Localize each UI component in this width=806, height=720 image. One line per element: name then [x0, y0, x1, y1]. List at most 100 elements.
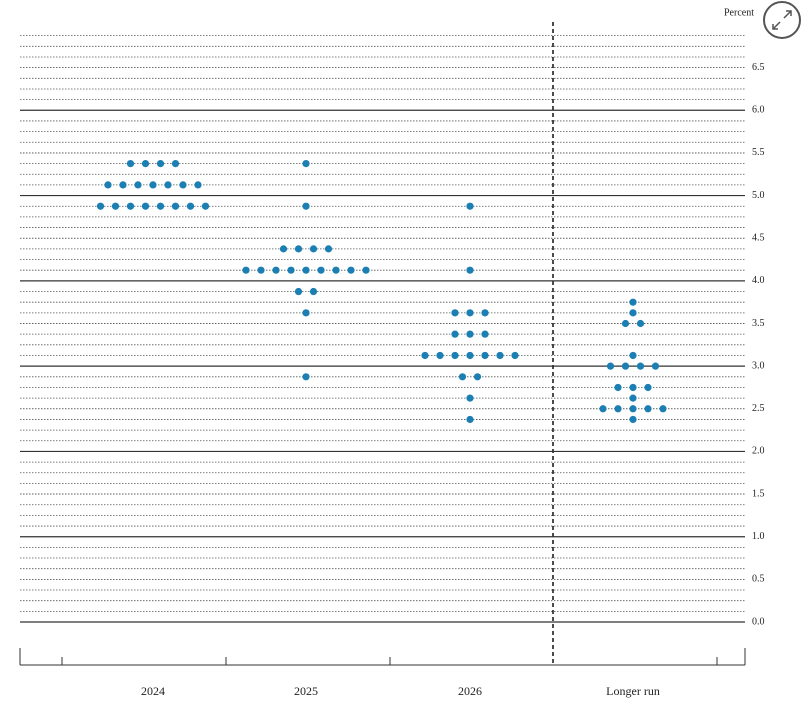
y-tick-label: 4.0: [752, 275, 765, 286]
dot: [473, 373, 482, 381]
dot: [629, 405, 637, 413]
dot: [481, 330, 489, 338]
dot: [481, 351, 489, 360]
dot: [621, 362, 630, 370]
dot: [141, 202, 150, 210]
dot: [458, 373, 467, 381]
dot: [511, 351, 519, 360]
dot: [644, 383, 652, 392]
y-tick-label: 3.5: [752, 318, 765, 329]
dot: [614, 383, 622, 392]
dot: [171, 202, 180, 210]
dot: [294, 245, 303, 253]
dot: [451, 351, 459, 360]
dot: [332, 266, 340, 274]
y-tick-label: 1.5: [752, 488, 765, 499]
y-tick-label: 0.0: [752, 616, 765, 627]
dot: [287, 266, 295, 274]
dot: [257, 266, 265, 274]
dot: [156, 202, 165, 210]
dot: [599, 405, 607, 413]
dot: [309, 287, 318, 296]
dot: [317, 266, 325, 274]
dot: [302, 266, 310, 274]
dot: [466, 309, 474, 317]
y-tick-label: 0.5: [752, 574, 765, 585]
y-tick-label: 4.5: [752, 233, 765, 244]
dot: [436, 351, 444, 360]
dot: [294, 287, 303, 296]
dot: [134, 181, 142, 189]
dot: [651, 362, 660, 370]
dot: [171, 159, 180, 168]
dot: [362, 266, 370, 274]
dot: [466, 415, 474, 424]
y-axis-label: Percent: [724, 7, 754, 18]
dot: [629, 309, 637, 317]
dot: [614, 405, 622, 413]
y-tick-label: 5.0: [752, 190, 765, 201]
x-tick-label: Longer run: [606, 684, 660, 698]
dot: [164, 181, 172, 189]
dot: [629, 383, 637, 392]
dot: [421, 351, 429, 360]
dot: [466, 330, 474, 338]
dot: [621, 319, 630, 328]
dot: [149, 181, 157, 189]
dot: [302, 309, 310, 317]
dot: [272, 266, 280, 274]
y-tick-label: 2.5: [752, 403, 765, 414]
y-tick-label: 6.5: [752, 62, 765, 73]
dot: [126, 159, 135, 168]
dot: [466, 266, 474, 274]
y-tick-label: 2.0: [752, 446, 765, 457]
dot: [466, 351, 474, 360]
dot: [629, 351, 637, 360]
dot: [186, 202, 195, 210]
dot: [451, 330, 459, 338]
dot: [302, 159, 310, 168]
dot: [347, 266, 355, 274]
dot: [481, 309, 489, 317]
y-tick-label: 1.0: [752, 531, 765, 542]
dot: [644, 405, 652, 413]
dot: [606, 362, 615, 370]
dot: [466, 394, 474, 402]
y-tick-label: 6.0: [752, 105, 765, 116]
dot: [302, 373, 310, 381]
dot: [629, 298, 637, 306]
expand-circle[interactable]: [763, 1, 801, 39]
dot: [629, 415, 637, 424]
dot: [201, 202, 210, 210]
dot: [104, 181, 112, 189]
dot: [636, 319, 645, 328]
dot: [179, 181, 187, 189]
dot: [451, 309, 459, 317]
dot: [279, 245, 288, 253]
dot: [324, 245, 333, 253]
expand-button[interactable]: [763, 1, 801, 39]
dot: [309, 245, 318, 253]
x-tick-label: 2025: [294, 684, 318, 698]
dot: [119, 181, 127, 189]
y-tick-label: 3.0: [752, 360, 765, 371]
x-axis: [19, 648, 746, 666]
dot: [496, 351, 504, 360]
dot: [126, 202, 135, 210]
dot: [302, 202, 310, 210]
dot: [194, 181, 202, 189]
dot: [141, 159, 150, 168]
expand-icon[interactable]: [772, 10, 792, 30]
dot: [111, 202, 120, 210]
dot: [96, 202, 105, 210]
dot: [466, 202, 474, 210]
x-tick-label: 2026: [458, 684, 482, 698]
dot: [636, 362, 645, 370]
y-tick-label: 5.5: [752, 147, 765, 158]
dot: [629, 394, 637, 402]
x-tick-label: 2024: [141, 684, 165, 698]
dot: [659, 405, 667, 413]
dot: [242, 266, 250, 274]
